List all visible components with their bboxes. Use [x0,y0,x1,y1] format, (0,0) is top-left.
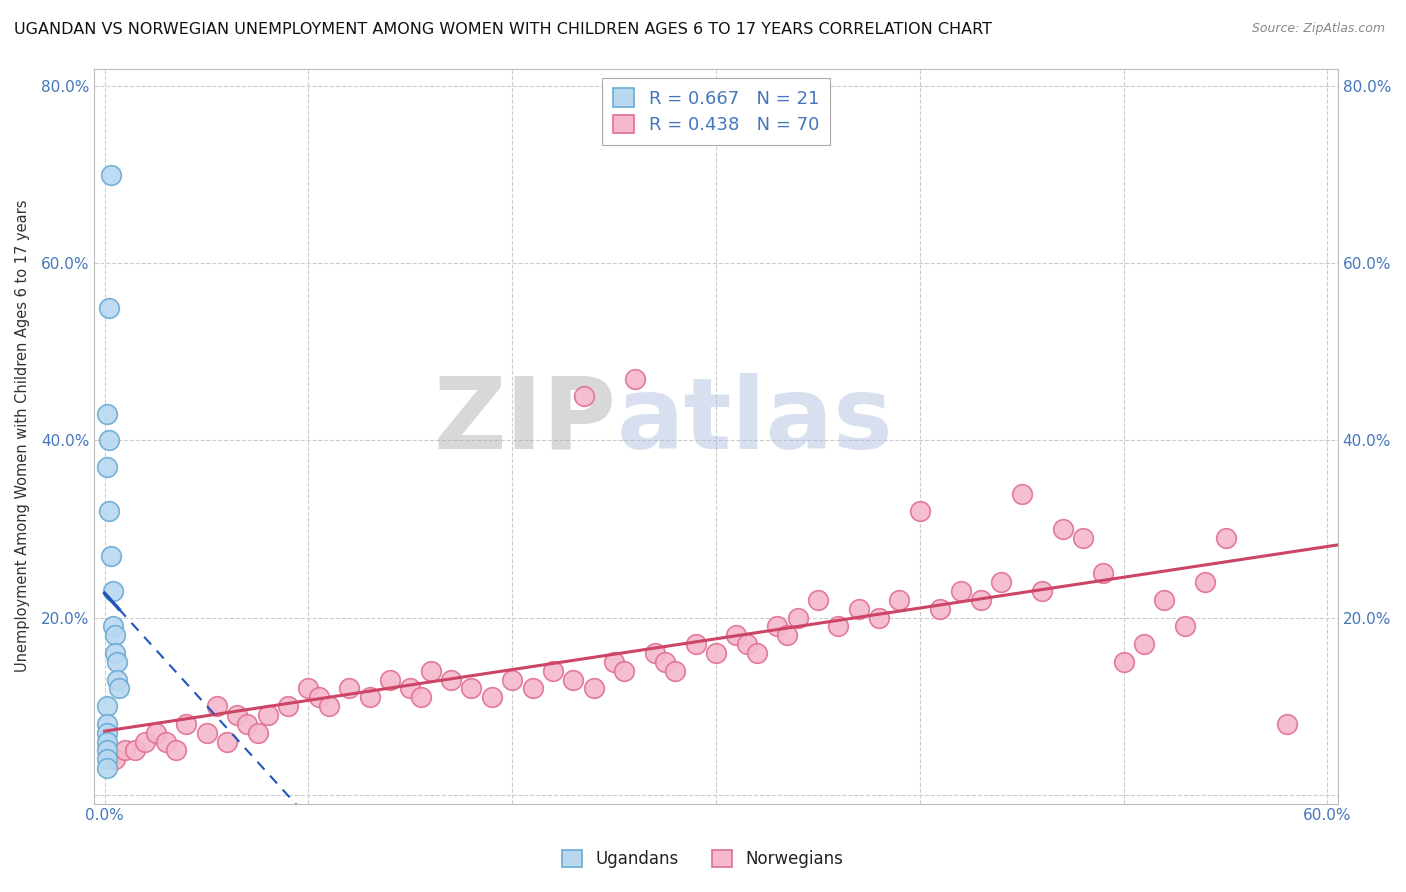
Point [1174,619,1197,633]
Point [522,681,544,696]
Point [654,655,676,669]
Point [868,610,890,624]
Point [735,637,758,651]
Point [96,407,118,421]
Point [195,725,218,739]
Y-axis label: Unemployment Among Women with Children Ages 6 to 17 years: Unemployment Among Women with Children A… [15,200,30,673]
Point [889,593,911,607]
Point [562,673,585,687]
Point [776,628,799,642]
Point [1011,486,1033,500]
Point [97,301,120,315]
Text: UGANDAN VS NORWEGIAN UNEMPLOYMENT AMONG WOMEN WITH CHILDREN AGES 6 TO 17 YEARS C: UGANDAN VS NORWEGIAN UNEMPLOYMENT AMONG … [14,22,993,37]
Point [124,743,146,757]
Point [96,734,118,748]
Point [96,743,118,757]
Point [807,593,830,607]
Point [359,690,381,705]
Legend: R = 0.667   N = 21, R = 0.438   N = 70: R = 0.667 N = 21, R = 0.438 N = 70 [602,78,830,145]
Point [378,673,401,687]
Point [105,655,128,669]
Point [174,717,197,731]
Point [256,708,278,723]
Point [236,717,259,731]
Point [96,699,118,714]
Point [1092,566,1115,581]
Point [96,725,118,739]
Point [97,434,120,448]
Point [1194,575,1216,590]
Legend: Ugandans, Norwegians: Ugandans, Norwegians [555,843,851,875]
Point [582,681,605,696]
Text: ZIP: ZIP [433,373,617,470]
Point [1031,584,1053,599]
Point [97,504,120,518]
Point [1275,717,1298,731]
Point [96,752,118,766]
Point [96,761,118,775]
Point [100,549,122,563]
Point [541,664,564,678]
Point [318,699,340,714]
Point [786,610,808,624]
Point [613,664,636,678]
Point [1071,531,1094,545]
Point [908,504,931,518]
Point [1112,655,1135,669]
Text: atlas: atlas [617,373,893,470]
Point [104,752,127,766]
Point [100,168,122,182]
Point [165,743,187,757]
Point [766,619,789,633]
Point [603,655,626,669]
Point [827,619,849,633]
Point [481,690,503,705]
Point [409,690,432,705]
Point [114,743,136,757]
Point [1133,637,1156,651]
Point [704,646,727,660]
Point [145,725,167,739]
Point [1215,531,1237,545]
Point [104,628,127,642]
Point [745,646,768,660]
Point [929,601,952,615]
Point [96,460,118,475]
Point [644,646,666,660]
Point [440,673,463,687]
Point [572,389,595,403]
Point [246,725,269,739]
Point [419,664,441,678]
Point [105,673,128,687]
Point [297,681,319,696]
Point [664,664,686,678]
Point [215,734,238,748]
Point [337,681,360,696]
Point [205,699,228,714]
Point [399,681,422,696]
Point [685,637,707,651]
Point [1153,593,1175,607]
Point [1052,522,1074,536]
Point [949,584,972,599]
Point [848,601,870,615]
Text: Source: ZipAtlas.com: Source: ZipAtlas.com [1251,22,1385,36]
Point [101,619,124,633]
Point [501,673,523,687]
Point [970,593,993,607]
Point [155,734,177,748]
Point [990,575,1012,590]
Point [460,681,482,696]
Point [108,681,131,696]
Point [308,690,330,705]
Point [277,699,299,714]
Point [134,734,156,748]
Point [226,708,249,723]
Point [104,646,127,660]
Point [96,717,118,731]
Point [623,371,645,385]
Point [725,628,748,642]
Point [101,584,124,599]
